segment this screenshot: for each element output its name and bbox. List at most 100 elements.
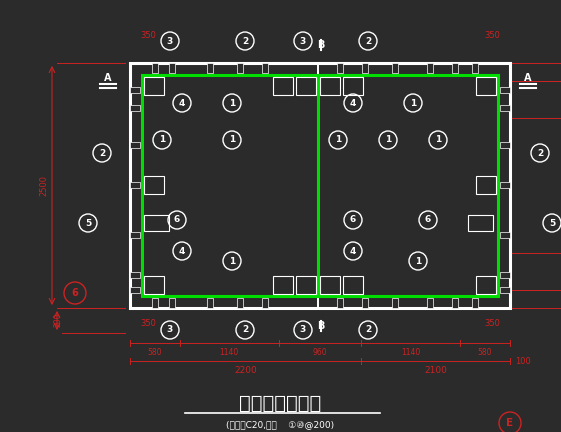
Text: 1: 1 xyxy=(335,136,341,144)
Bar xyxy=(169,63,175,73)
Bar xyxy=(152,63,158,73)
Text: (混凝土C20,配筋    ①⑩@200): (混凝土C20,配筋 ①⑩@200) xyxy=(226,420,334,429)
Text: A: A xyxy=(104,73,112,83)
Bar xyxy=(237,63,243,73)
Text: 6: 6 xyxy=(350,216,356,225)
Text: 5: 5 xyxy=(549,219,555,228)
Bar xyxy=(337,63,343,73)
Bar xyxy=(476,176,496,194)
Bar xyxy=(142,75,498,296)
Bar xyxy=(130,182,140,188)
Bar xyxy=(472,298,478,308)
Text: 200: 200 xyxy=(54,313,63,327)
Bar xyxy=(362,298,368,308)
Text: 2: 2 xyxy=(365,325,371,334)
Bar xyxy=(476,276,496,294)
Text: 350: 350 xyxy=(140,319,156,328)
Bar xyxy=(343,276,363,294)
Bar xyxy=(476,77,496,95)
Text: 960: 960 xyxy=(312,348,327,357)
Text: 100: 100 xyxy=(515,356,531,365)
Bar xyxy=(273,77,293,95)
Text: 350: 350 xyxy=(140,31,156,39)
Text: 3: 3 xyxy=(300,36,306,45)
Bar xyxy=(130,105,140,111)
Bar xyxy=(500,287,510,293)
Bar xyxy=(392,298,398,308)
Bar xyxy=(337,298,343,308)
Bar xyxy=(427,298,433,308)
Bar xyxy=(207,63,213,73)
Bar xyxy=(343,77,363,95)
Text: E: E xyxy=(507,418,513,428)
Text: 梯井基础平面图: 梯井基础平面图 xyxy=(239,394,321,413)
Bar xyxy=(262,63,268,73)
Bar xyxy=(452,298,458,308)
Text: 1: 1 xyxy=(229,98,235,108)
Bar xyxy=(500,142,510,148)
Bar xyxy=(500,87,510,93)
Text: 6: 6 xyxy=(72,288,79,298)
Text: 1: 1 xyxy=(410,98,416,108)
Bar xyxy=(500,272,510,278)
Bar xyxy=(468,215,493,231)
Bar xyxy=(130,142,140,148)
Text: 5: 5 xyxy=(85,219,91,228)
Text: 2: 2 xyxy=(242,36,248,45)
Text: 4: 4 xyxy=(179,98,185,108)
Text: 3: 3 xyxy=(167,36,173,45)
Bar xyxy=(273,276,293,294)
Text: 1: 1 xyxy=(435,136,441,144)
Bar xyxy=(144,276,164,294)
Bar xyxy=(237,298,243,308)
Text: 350: 350 xyxy=(484,31,500,39)
Text: 2200: 2200 xyxy=(234,366,257,375)
Text: 6: 6 xyxy=(174,216,180,225)
Text: 350: 350 xyxy=(484,319,500,328)
Bar xyxy=(130,272,140,278)
Bar xyxy=(427,63,433,73)
Text: 1140: 1140 xyxy=(220,348,239,357)
Text: 580: 580 xyxy=(148,348,162,357)
Text: 2: 2 xyxy=(365,36,371,45)
Text: 3: 3 xyxy=(300,325,306,334)
Text: 2: 2 xyxy=(537,149,543,158)
Bar xyxy=(262,298,268,308)
Text: 2: 2 xyxy=(242,325,248,334)
Bar xyxy=(296,77,316,95)
Bar xyxy=(500,232,510,238)
Text: 2: 2 xyxy=(99,149,105,158)
Bar xyxy=(130,287,140,293)
Text: 1: 1 xyxy=(229,257,235,266)
Text: 1: 1 xyxy=(159,136,165,144)
Text: B: B xyxy=(318,321,325,331)
Text: 3: 3 xyxy=(167,325,173,334)
Bar xyxy=(144,215,169,231)
Bar xyxy=(207,298,213,308)
Bar xyxy=(320,77,340,95)
Text: 1140: 1140 xyxy=(401,348,420,357)
Text: 4: 4 xyxy=(350,98,356,108)
Bar xyxy=(500,182,510,188)
Text: 1: 1 xyxy=(385,136,391,144)
Text: 2100: 2100 xyxy=(424,366,447,375)
Bar xyxy=(320,276,340,294)
Text: B: B xyxy=(318,40,325,50)
Text: 1: 1 xyxy=(229,136,235,144)
Bar xyxy=(130,232,140,238)
Text: 2500: 2500 xyxy=(39,175,48,196)
Bar xyxy=(152,298,158,308)
Text: 1: 1 xyxy=(415,257,421,266)
Text: 4: 4 xyxy=(179,247,185,255)
Bar xyxy=(130,87,140,93)
Bar xyxy=(130,63,510,308)
Text: A: A xyxy=(524,73,532,83)
Bar xyxy=(452,63,458,73)
Bar xyxy=(144,77,164,95)
Bar xyxy=(392,63,398,73)
Bar xyxy=(362,63,368,73)
Text: 580: 580 xyxy=(478,348,492,357)
Text: 6: 6 xyxy=(425,216,431,225)
Bar xyxy=(500,105,510,111)
Bar xyxy=(169,298,175,308)
